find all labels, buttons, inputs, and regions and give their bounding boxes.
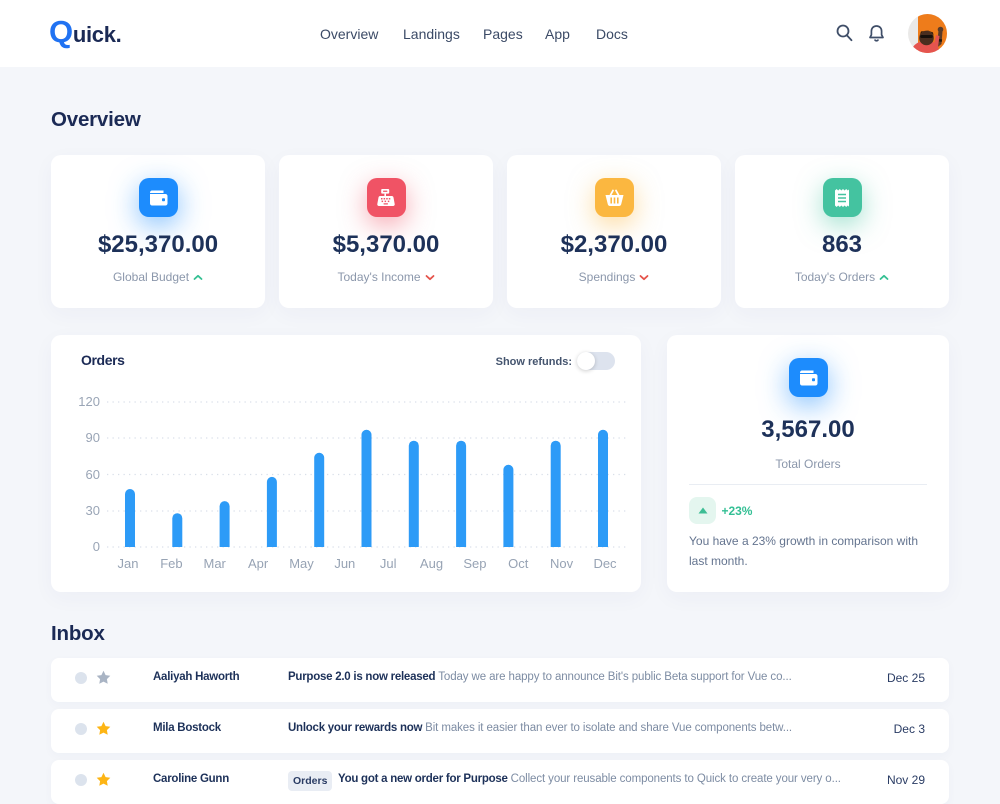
svg-text:May: May — [289, 556, 314, 571]
svg-text:90: 90 — [86, 430, 100, 445]
svg-text:120: 120 — [78, 394, 100, 409]
svg-text:Dec: Dec — [593, 556, 617, 571]
svg-text:Aug: Aug — [420, 556, 443, 571]
svg-text:Apr: Apr — [248, 556, 269, 571]
svg-text:Oct: Oct — [508, 556, 529, 571]
svg-text:Mar: Mar — [204, 556, 227, 571]
svg-text:Jun: Jun — [334, 556, 355, 571]
svg-text:Jan: Jan — [118, 556, 139, 571]
svg-text:Nov: Nov — [550, 556, 574, 571]
svg-text:30: 30 — [86, 503, 100, 518]
svg-text:Feb: Feb — [160, 556, 182, 571]
svg-text:Sep: Sep — [463, 556, 486, 571]
svg-text:0: 0 — [93, 539, 100, 554]
svg-text:Jul: Jul — [380, 556, 397, 571]
svg-text:60: 60 — [86, 467, 100, 482]
